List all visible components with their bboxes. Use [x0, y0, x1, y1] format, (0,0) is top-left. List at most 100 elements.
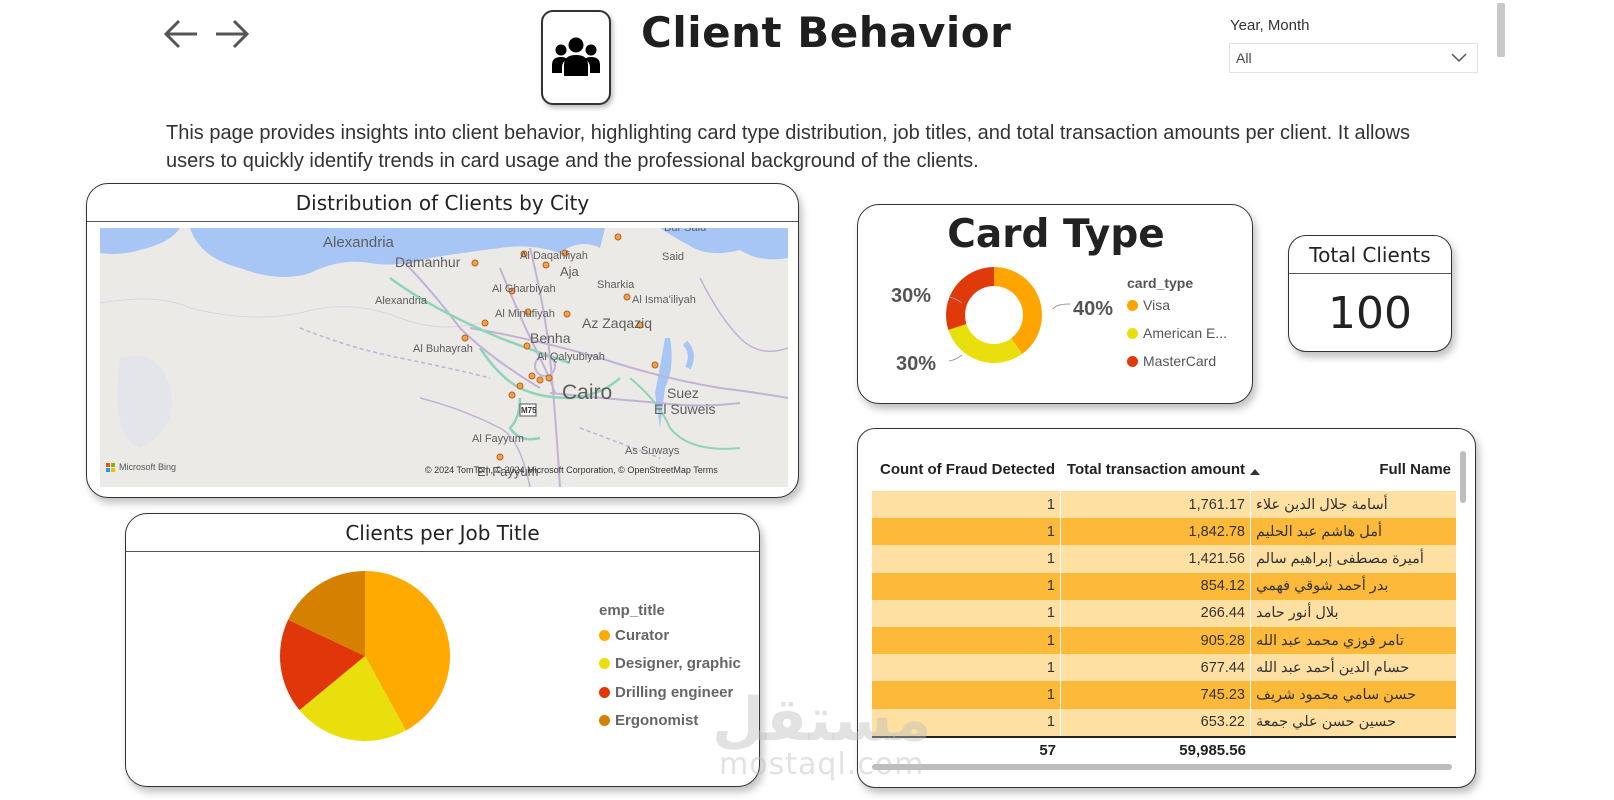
job-title-title: Clients per Job Title: [126, 514, 759, 552]
donut-slice-mastercard[interactable]: [946, 267, 994, 330]
legend-dot: [1127, 327, 1138, 339]
legend-item-visa[interactable]: Visa: [1127, 291, 1227, 319]
pie-slice-curator[interactable]: [365, 571, 450, 731]
job-title-legend-title: emp_title: [599, 602, 665, 619]
table-row[interactable]: 1 653.22 حسين حسن علي جمعة: [872, 708, 1456, 736]
data-label-amex: 30%: [896, 353, 936, 375]
total-transaction-amount: 59,985.56: [1179, 742, 1246, 760]
transaction-amount-cell: 854.12: [1061, 572, 1251, 600]
legend-item-curator[interactable]: Curator: [599, 621, 741, 650]
svg-text:As Suways: As Suways: [625, 445, 680, 457]
fraud-count-cell: 1: [872, 491, 1061, 519]
donut-slice-american-express[interactable]: [948, 323, 1023, 363]
full-name-cell: حسام الدين أحمد عبد الله: [1256, 659, 1410, 676]
map-visual[interactable]: Distribution of Clients by City: [86, 183, 799, 498]
arrow-left-icon: [163, 19, 197, 49]
legend-item-drilling-engineer[interactable]: Drilling engineer: [599, 678, 741, 707]
card-type-title: Card Type: [947, 212, 1165, 257]
legend-item-ergonomist[interactable]: Ergonomist: [599, 707, 741, 736]
column-header-total-amount[interactable]: Total transaction amount: [1061, 460, 1251, 478]
amex-leader-line: [948, 354, 963, 362]
mastercard-leader-line: [948, 296, 963, 304]
column-header-fraud-count[interactable]: Count of Fraud Detected: [872, 460, 1061, 478]
card-type-donut: 40% 30% 30%: [891, 267, 1113, 375]
table-body: 1 1,761.17 أسامة جلال الدين علاء 1 1,842.78 أ…: [872, 491, 1456, 736]
table-vertical-scrollbar[interactable]: [1460, 451, 1466, 503]
legend-dot: [1127, 299, 1138, 311]
slicer-value: All: [1236, 50, 1252, 66]
job-title-legend: emp_title Curator Designer, graphic Dril…: [599, 602, 741, 735]
full-name-cell: بلال أنور حامد: [1256, 605, 1339, 622]
arrow-right-icon: [216, 19, 250, 49]
svg-text:El Suweis: El Suweis: [654, 401, 715, 417]
legend-dot: [599, 686, 610, 698]
job-title-visual[interactable]: Clients per Job Title emp_title Curator …: [125, 513, 760, 787]
svg-text:Al Daqahliyah: Al Daqahliyah: [520, 250, 588, 262]
back-button[interactable]: [161, 14, 201, 54]
legend-dot: [599, 715, 610, 727]
svg-text:Alexandria: Alexandria: [375, 295, 428, 307]
table-horizontal-scrollbar[interactable]: [872, 764, 1452, 770]
full-name-cell: بدر أحمد شوقي فهمي: [1256, 578, 1389, 595]
forward-button[interactable]: [212, 14, 252, 54]
full-name-cell: أمل هاشم عبد الحليم: [1256, 523, 1382, 540]
pie-slice-designer-graphic[interactable]: [299, 656, 406, 741]
full-name-cell: أسامة جلال الدين علاء: [1256, 496, 1388, 513]
sort-ascending-icon[interactable]: [1250, 469, 1260, 475]
donut-slice-visa[interactable]: [994, 267, 1042, 354]
job-title-pie: [280, 571, 450, 741]
users-group-icon: [541, 10, 611, 105]
table-row[interactable]: 1 905.28 تامر فوزي محمد عبد الله: [872, 626, 1456, 655]
chevron-down-icon: [1451, 53, 1467, 63]
svg-text:Bur Said: Bur Said: [664, 228, 706, 234]
svg-text:Al Minufiyah: Al Minufiyah: [495, 308, 555, 320]
full-name-cell: حسن سامي محمود شريف: [1256, 686, 1417, 703]
full-name-cell: حسين حسن علي جمعة: [1256, 714, 1396, 731]
total-clients-title: Total Clients: [1289, 236, 1451, 274]
legend-item-mastercard[interactable]: MasterCard: [1127, 347, 1227, 375]
fraud-count-cell: 1: [872, 599, 1061, 627]
fraud-count-cell: 1: [872, 708, 1061, 736]
map-logo: Microsoft Bing: [119, 462, 177, 472]
year-month-dropdown[interactable]: All: [1229, 43, 1478, 73]
svg-text:Aja: Aja: [560, 264, 580, 279]
svg-text:Al Qalyubiyah: Al Qalyubiyah: [537, 351, 605, 363]
legend-label: Drilling engineer: [615, 683, 734, 701]
legend-dot: [599, 629, 610, 641]
column-header-full-name[interactable]: Full Name: [1379, 460, 1451, 478]
map-canvas[interactable]: Alexandria Damanhur Alexandria Al Buhayr…: [100, 228, 788, 487]
page-scrollbar[interactable]: [1497, 3, 1505, 57]
fraud-count-cell: 1: [872, 518, 1061, 546]
legend-item-american-express[interactable]: American E...: [1127, 319, 1227, 347]
transaction-amount-cell: 1,761.17: [1061, 491, 1251, 519]
card-type-visual[interactable]: Card Type 40% 30% 30% card_type Visa Ame…: [857, 204, 1253, 404]
table-row[interactable]: 1 854.12 بدر أحمد شوقي فهمي: [872, 572, 1456, 600]
table-row[interactable]: 1 1,842.78 أمل هاشم عبد الحليم: [872, 518, 1456, 546]
table-row[interactable]: 1 745.23 حسن سامي محمود شريف: [872, 681, 1456, 709]
table-total-row: 57 59,985.56: [872, 735, 1456, 764]
pie-slice-drilling-engineer[interactable]: [280, 619, 365, 711]
legend-label: Curator: [615, 626, 670, 644]
table-row[interactable]: 1 266.44 بلال أنور حامد: [872, 599, 1456, 627]
map-attribution[interactable]: © 2024 TomTom, © 2024 Microsoft Corporat…: [425, 465, 718, 475]
clients-table-visual[interactable]: Count of Fraud Detected Total transactio…: [857, 428, 1476, 788]
fraud-count-cell: 1: [872, 681, 1061, 709]
page-description: This page provides insights into client …: [166, 122, 1411, 172]
legend-label: American E...: [1143, 325, 1228, 341]
legend-item-designer-graphic[interactable]: Designer, graphic: [599, 650, 741, 679]
pie-slice-ergonomist[interactable]: [288, 571, 365, 656]
total-clients-card[interactable]: Total Clients 100: [1288, 235, 1452, 352]
transaction-amount-cell: 653.22: [1061, 708, 1251, 736]
svg-text:El Fayyum: El Fayyum: [477, 464, 538, 479]
svg-text:Said: Said: [662, 251, 684, 263]
transaction-amount-cell: 1,842.78: [1061, 518, 1251, 546]
table-row[interactable]: 1 1,761.17 أسامة جلال الدين علاء: [872, 491, 1456, 519]
transaction-amount-cell: 745.23: [1061, 681, 1251, 709]
legend-label: Ergonomist: [615, 712, 699, 730]
svg-text:Al Gharbiyah: Al Gharbiyah: [492, 283, 556, 295]
svg-text:Al Buhayrah: Al Buhayrah: [413, 343, 473, 355]
svg-text:Al Isma'iliyah: Al Isma'iliyah: [632, 294, 696, 306]
table-row[interactable]: 1 1,421.56 أميرة مصطفى إبراهيم سالم: [872, 545, 1456, 573]
table-row[interactable]: 1 677.44 حسام الدين أحمد عبد الله: [872, 654, 1456, 682]
total-fraud-count: 57: [1039, 742, 1056, 760]
